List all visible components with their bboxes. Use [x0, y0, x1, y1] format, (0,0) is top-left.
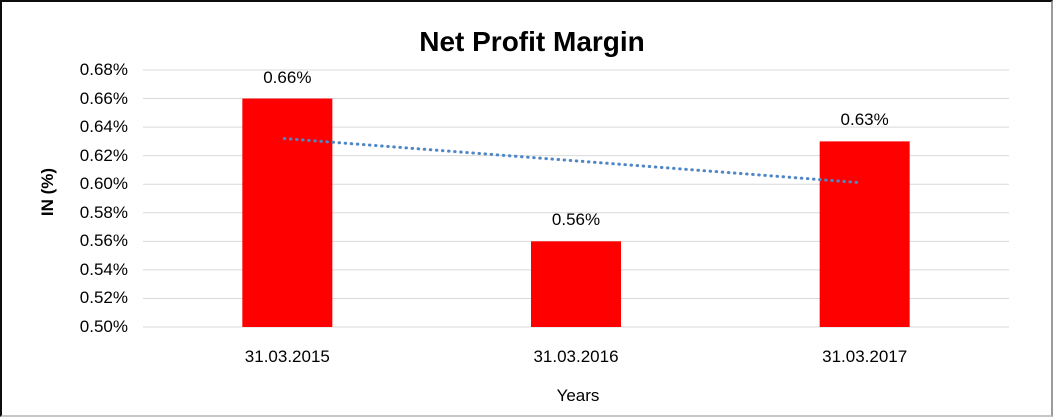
- trendline: [282, 137, 864, 185]
- x-tick-label: 31.03.2015: [244, 347, 330, 366]
- y-tick-label: 0.56%: [79, 231, 128, 251]
- chart-title: Net Profit Margin: [419, 26, 645, 57]
- y-tick-label: 0.50%: [79, 317, 128, 336]
- bar: [819, 141, 910, 327]
- y-tick-label: 0.60%: [79, 174, 128, 194]
- data-label: 0.66%: [263, 67, 312, 87]
- y-tick-label: 0.54%: [79, 259, 128, 279]
- y-tick-label: 0.62%: [79, 145, 128, 165]
- y-tick-label: 0.66%: [79, 88, 128, 108]
- y-tick-label: 0.52%: [79, 288, 128, 308]
- data-label: 0.56%: [551, 210, 601, 230]
- y-tick-label: 0.68%: [79, 60, 128, 79]
- y-tick-label: 0.64%: [79, 117, 128, 137]
- bar: [531, 241, 621, 327]
- x-axis-title: Years: [556, 386, 600, 405]
- bar: [242, 98, 333, 327]
- y-tick-label: 0.58%: [79, 202, 128, 222]
- data-label: 0.63%: [840, 110, 889, 130]
- x-tick-label: 31.03.2017: [822, 347, 908, 366]
- x-tick-label: 31.03.2016: [533, 347, 619, 366]
